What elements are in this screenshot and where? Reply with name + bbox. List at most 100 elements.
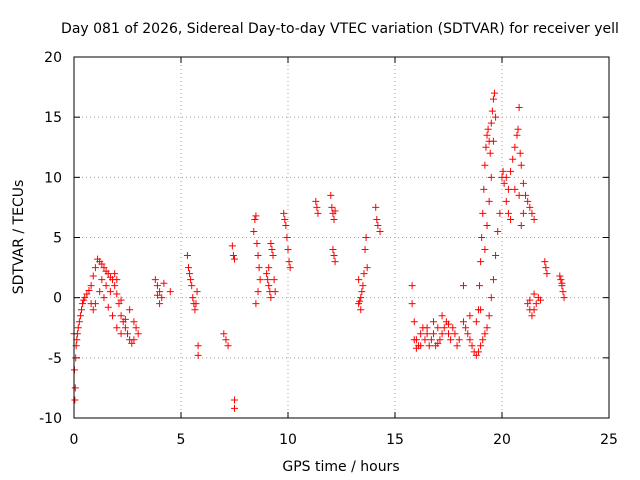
x-tick-label: 15 bbox=[386, 432, 404, 448]
data-point bbox=[250, 227, 258, 235]
data-point bbox=[434, 339, 442, 347]
data-point bbox=[253, 240, 261, 248]
data-point bbox=[121, 315, 129, 323]
data-point bbox=[85, 286, 93, 294]
data-point bbox=[517, 221, 525, 229]
data-point bbox=[483, 131, 491, 139]
data-point bbox=[494, 227, 502, 235]
data-point bbox=[74, 324, 82, 332]
data-point bbox=[104, 270, 112, 278]
data-point bbox=[459, 282, 467, 290]
data-point bbox=[502, 197, 510, 205]
data-point bbox=[224, 342, 232, 350]
data-point bbox=[509, 155, 517, 163]
data-point bbox=[434, 324, 442, 332]
data-point bbox=[283, 234, 291, 241]
data-point bbox=[489, 276, 497, 284]
data-point bbox=[519, 209, 527, 217]
data-point bbox=[519, 179, 527, 187]
data-point bbox=[359, 282, 367, 290]
data-point bbox=[423, 324, 431, 332]
data-point bbox=[483, 324, 491, 332]
data-point bbox=[500, 179, 508, 187]
data-point bbox=[526, 203, 534, 211]
data-point bbox=[466, 312, 474, 320]
data-point bbox=[89, 272, 97, 280]
data-point bbox=[124, 330, 131, 338]
data-point bbox=[492, 113, 500, 121]
data-point bbox=[543, 270, 551, 278]
data-point bbox=[526, 296, 534, 304]
data-point bbox=[117, 296, 125, 304]
data-point bbox=[502, 173, 510, 181]
data-point bbox=[255, 264, 263, 272]
data-point bbox=[284, 246, 292, 254]
data-point bbox=[537, 296, 545, 304]
data-point bbox=[484, 125, 492, 133]
data-point bbox=[151, 276, 159, 284]
data-point bbox=[511, 185, 519, 193]
data-point bbox=[158, 294, 166, 302]
data-point bbox=[231, 404, 238, 412]
data-point bbox=[423, 330, 431, 338]
data-point bbox=[130, 336, 138, 344]
data-point bbox=[447, 336, 455, 344]
data-point bbox=[357, 294, 365, 302]
data-point bbox=[220, 330, 228, 338]
data-point bbox=[511, 143, 519, 151]
data-point bbox=[362, 234, 370, 241]
chart-title: Day 081 of 2026, Sidereal Day-to-day VTE… bbox=[61, 21, 619, 37]
data-point bbox=[513, 131, 521, 139]
data-point bbox=[156, 300, 164, 308]
data-point bbox=[100, 264, 108, 272]
y-tick-label: 5 bbox=[53, 231, 62, 247]
data-point bbox=[251, 215, 259, 223]
y-tick-label: 10 bbox=[44, 170, 62, 186]
data-point bbox=[115, 300, 123, 308]
data-point bbox=[477, 342, 485, 350]
data-point bbox=[417, 330, 425, 338]
data-point bbox=[228, 242, 236, 250]
data-point bbox=[517, 161, 525, 169]
data-point bbox=[312, 197, 320, 205]
data-point bbox=[516, 149, 524, 157]
grid bbox=[74, 57, 609, 418]
x-tick-label: 20 bbox=[493, 432, 511, 448]
data-point bbox=[189, 294, 197, 302]
data-point bbox=[479, 209, 487, 217]
data-point bbox=[188, 282, 196, 290]
data-point bbox=[71, 396, 79, 404]
data-point bbox=[453, 342, 461, 350]
data-point bbox=[360, 270, 368, 278]
data-point bbox=[132, 324, 140, 332]
data-point bbox=[372, 203, 380, 211]
data-point bbox=[488, 107, 496, 115]
data-point bbox=[417, 342, 425, 350]
data-point bbox=[254, 288, 262, 296]
x-axis-label: GPS time / hours bbox=[282, 459, 399, 475]
data-point bbox=[357, 306, 365, 314]
data-point bbox=[479, 336, 487, 344]
data-point bbox=[329, 246, 337, 254]
data-point bbox=[267, 294, 275, 302]
data-point bbox=[126, 306, 134, 314]
data-point bbox=[160, 279, 168, 287]
data-point bbox=[472, 318, 480, 326]
data-point bbox=[376, 227, 384, 235]
data-point bbox=[75, 318, 83, 326]
data-point bbox=[281, 215, 289, 223]
x-tick-label: 0 bbox=[70, 432, 79, 448]
data-point bbox=[156, 288, 164, 296]
data-point bbox=[455, 336, 463, 344]
data-point bbox=[265, 264, 273, 272]
data-point bbox=[193, 288, 201, 296]
data-point bbox=[271, 288, 279, 296]
data-point bbox=[481, 330, 489, 338]
data-point bbox=[504, 209, 512, 217]
data-point bbox=[83, 290, 91, 298]
data-point bbox=[462, 324, 470, 332]
plot-frame bbox=[73, 56, 610, 419]
data-point bbox=[111, 270, 119, 278]
data-point bbox=[191, 306, 199, 314]
data-point bbox=[72, 354, 80, 362]
